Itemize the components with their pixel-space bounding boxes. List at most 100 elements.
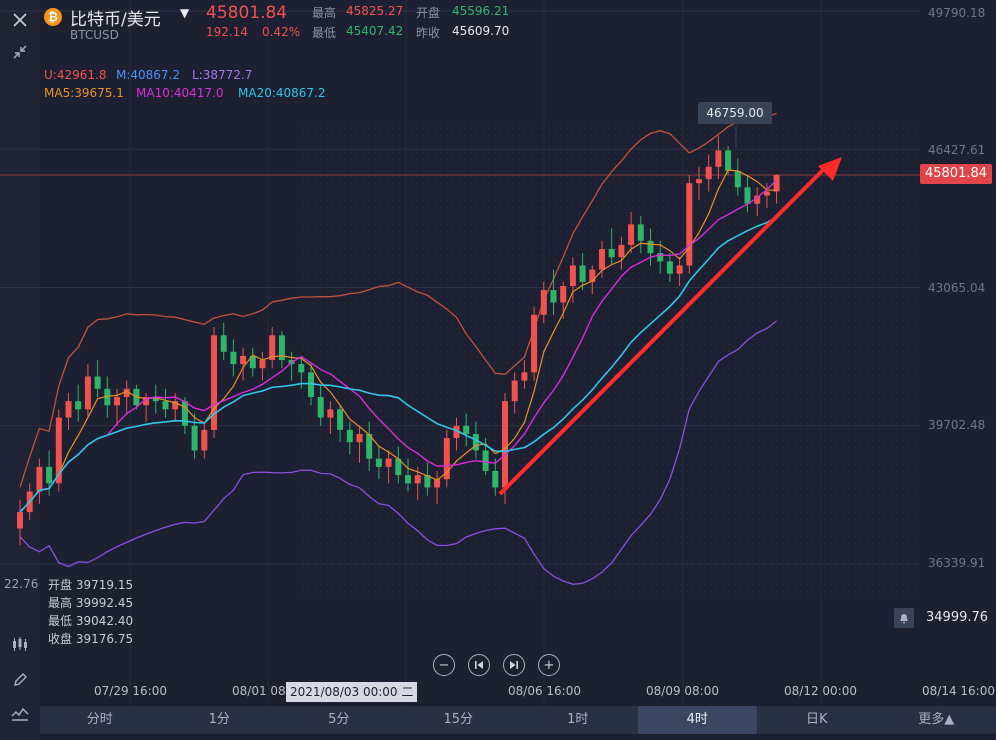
last-price: 45801.84 [206,3,288,23]
candle-body [104,388,111,406]
tab-1min[interactable]: 1分 [208,712,230,727]
candle-body [356,434,363,443]
candle-body [618,244,625,258]
candle-body [385,458,392,467]
indicator-icon[interactable] [6,700,34,728]
candle-body [249,355,256,369]
candle-body [36,466,43,492]
candle-body [230,351,237,365]
boll-m-legend: M:40867.2 [116,68,181,82]
y-axis-label: 49790.18 [928,6,986,20]
candle-body [46,466,53,484]
candle-body [278,335,285,361]
candle-body [705,166,712,180]
boll-l-legend: L:38772.7 [192,68,253,82]
candle-body [395,458,402,476]
close-icon[interactable] [6,6,34,34]
trend-arrow-head [818,157,842,181]
candle-body [589,269,596,282]
candle-body [666,261,673,274]
candle-body [94,376,101,389]
change-abs: 192.14 [206,25,248,39]
candle-body [298,364,305,373]
boll-u-legend: U:42961.8 [44,68,107,82]
tab-5min[interactable]: 5分 [328,712,350,727]
candle-body [143,397,150,406]
candle-body [463,425,470,435]
candle-body [162,401,169,410]
bitcoin-icon: ₿ [44,8,62,26]
candle-type-icon[interactable] [6,630,34,658]
prev-close-label: 昨收 [416,26,441,40]
candle-body [754,195,761,204]
moving-averages [19,169,778,513]
y-axis-label: 36339.91 [928,556,986,570]
candle-body [443,438,450,480]
candle-body [676,265,683,274]
dropdown-caret-icon[interactable]: ▼ [180,6,190,20]
candle-body [191,425,198,451]
draw-pen-icon[interactable] [6,666,34,694]
candle-body [686,183,693,266]
candle-body [608,249,615,258]
alert-price: 34999.76 [926,610,989,625]
candle-body [123,388,130,398]
candle-body [17,512,23,529]
high-label: 最高 [312,6,337,20]
ohlc-close-value: 39176.75 [75,632,134,646]
tab-4h[interactable]: 4时 [637,706,757,734]
candle-body [550,290,557,303]
tab-daily[interactable]: 日K [805,712,828,727]
candle-body [414,475,421,484]
candle-body [405,475,411,484]
zoom-out-icon[interactable]: − [433,654,455,676]
candle-body [75,401,82,410]
candle-body [511,380,518,402]
candle-body [375,458,382,467]
candle-body [725,150,732,171]
candle-body [259,360,266,369]
candle-body [482,450,489,472]
candle-body [308,372,314,398]
bollinger-bands [19,112,778,585]
candle-body [172,401,179,410]
trend-arrow-shaft [498,165,828,496]
candle-body [211,335,217,430]
zoom-in-icon[interactable]: + [538,654,560,676]
ma5-legend: MA5:39675.1 [44,86,124,100]
tab-1h[interactable]: 1时 [567,712,589,727]
symbol-name[interactable]: 比特币/美元 [70,10,161,30]
ma20-line [19,216,777,513]
tab-fenshi[interactable]: 分时 [86,712,113,727]
candle-body [346,429,353,443]
change-pct: 0.42% [262,25,301,39]
high-price-tooltip: 46759.00 [698,102,772,124]
next-icon[interactable] [503,654,525,676]
x-axis-label: 07/29 16:00 [94,684,167,698]
candle-body [628,224,635,245]
candle-body [114,397,120,406]
prev-icon[interactable] [468,654,490,676]
tab-more[interactable]: 更多▲ [918,712,955,727]
x-axis-label: 08/12 00:00 [784,684,857,698]
bell-icon[interactable] [894,608,914,628]
candle-body [773,174,780,192]
candle-body [560,286,567,303]
tab-15min[interactable]: 15分 [443,712,474,727]
timeframe-tabs: 分时 1分 5分 15分 1时 4时 日K 更多▲ [40,706,996,734]
ohlc-info: 开盘 39719.15 最高 39992.45 最低 39042.40 收盘 3… [48,576,133,648]
candle-body [220,335,227,352]
candle-body [240,355,247,365]
candle-body [502,401,508,488]
candle-body [337,409,344,430]
candle-body [569,265,576,287]
open-value: 45596.21 [452,4,510,18]
ma20-legend: MA20:40867.2 [238,86,326,100]
candle-body [763,191,770,196]
candle-body [201,429,208,451]
candle-body [84,376,91,410]
collapse-icon[interactable] [6,38,34,66]
candle-body [521,372,528,381]
candle-body [696,179,702,184]
